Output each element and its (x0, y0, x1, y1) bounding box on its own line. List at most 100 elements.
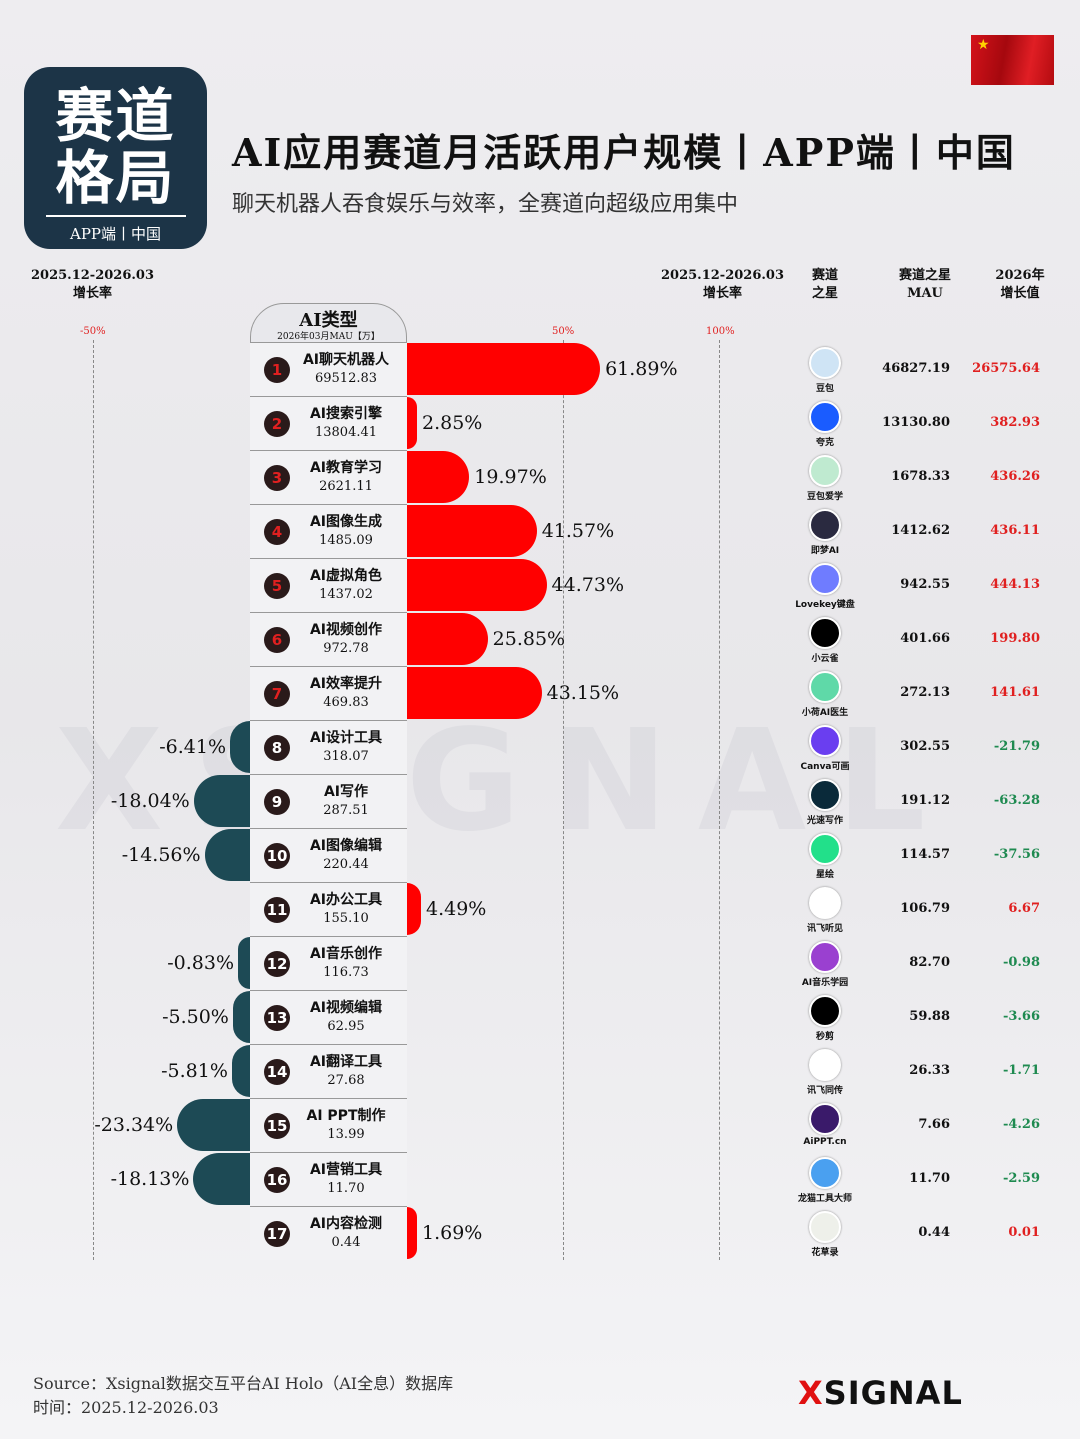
category-row: 4 AI图像生成 1485.09 (250, 504, 407, 558)
growth-bar (407, 883, 421, 935)
category-name: AI PPT制作 (306, 1108, 386, 1124)
star-app: 讯飞同传 (795, 1049, 855, 1096)
growth-value: 444.13 (990, 577, 1040, 592)
growth-value: 141.61 (990, 685, 1040, 700)
app-name: 讯飞听见 (806, 924, 843, 934)
category-name: AI图像编辑 (309, 838, 383, 854)
category-mau: 155.10 (323, 911, 369, 926)
growth-value: 6.67 (1008, 901, 1040, 916)
star-mau: 0.44 (918, 1225, 950, 1240)
app-name: 夸克 (815, 438, 834, 448)
gridline (93, 340, 94, 1260)
app-icon (809, 1103, 841, 1135)
rank-badge: 2 (264, 411, 290, 437)
growth-value: -63.28 (993, 793, 1040, 808)
star-mau: 1678.33 (891, 469, 950, 484)
star-mau: 26.33 (909, 1063, 950, 1078)
growth-bar (231, 1045, 250, 1097)
growth-bar (238, 937, 250, 989)
category-row: 13 AI视频编辑 62.95 (250, 990, 407, 1044)
rank-badge: 11 (264, 897, 290, 923)
growth-label: -18.13% (110, 1168, 190, 1190)
category-mau: 287.51 (323, 803, 369, 818)
source-note: Source：Xsignal数据交互平台AI Holo（AI全息）数据库 时间：… (33, 1372, 453, 1420)
rank-badge: 4 (264, 519, 290, 545)
growth-value: 436.26 (990, 469, 1040, 484)
category-mau: 13.99 (327, 1127, 365, 1142)
tick-label: -50% (80, 326, 106, 337)
star-mau: 59.88 (909, 1009, 950, 1024)
category-name: AI内容检测 (309, 1216, 383, 1232)
growth-value: -2.59 (1002, 1171, 1040, 1186)
xsignal-logo: XSIGNAL (798, 1374, 963, 1412)
growth-value: 436.11 (990, 523, 1040, 538)
star-mau: 106.79 (900, 901, 950, 916)
star-mau: 7.66 (918, 1117, 950, 1132)
category-name: AI音乐创作 (309, 946, 383, 962)
app-name: 小荷AI医生 (801, 708, 849, 718)
category-header: AI类型 (299, 310, 358, 331)
star-app: 夸克 (795, 401, 855, 448)
tick-label: 50% (552, 326, 575, 337)
growth-label: 44.73% (551, 574, 624, 596)
badge-title-1: 赛道 (55, 82, 176, 150)
category-mau: 318.07 (323, 749, 369, 764)
star-app: 讯飞听见 (795, 887, 855, 934)
growth-label: -23.34% (94, 1114, 174, 1136)
growth-label: -5.81% (161, 1060, 228, 1082)
star-app: 龙猫工具大师 (795, 1157, 855, 1204)
app-icon (809, 725, 841, 757)
app-icon (809, 1157, 841, 1189)
category-name: AI办公工具 (309, 892, 383, 908)
growth-bar (407, 343, 601, 395)
source-text: Source：Xsignal数据交互平台AI Holo（AI全息）数据库 (33, 1374, 454, 1393)
app-icon (809, 455, 841, 487)
category-name: AI翻译工具 (309, 1054, 383, 1070)
category-name: AI图像生成 (309, 514, 383, 530)
app-name: 小云雀 (811, 654, 839, 664)
app-name: 豆包爱学 (806, 492, 843, 502)
star-mau: 114.57 (900, 847, 950, 862)
growth-value: 382.93 (990, 415, 1040, 430)
right-growth-header: 2025.12-2026.03 增长率 (661, 268, 784, 301)
category-name: AI写作 (323, 784, 369, 800)
growth-label: -5.50% (162, 1006, 229, 1028)
growth-label: -0.83% (167, 952, 234, 974)
rank-badge: 3 (264, 465, 290, 491)
growth-bar (407, 451, 470, 503)
growth-value: -4.26 (1002, 1117, 1040, 1132)
category-name: AI聊天机器人 (302, 352, 390, 368)
app-icon (809, 347, 841, 379)
star-mau: 191.12 (900, 793, 950, 808)
category-row: 6 AI视频创作 972.78 (250, 612, 407, 666)
growth-bar (193, 775, 250, 827)
growth-label: 1.69% (422, 1222, 483, 1244)
rank-badge: 7 (264, 681, 290, 707)
category-mau: 0.44 (331, 1235, 361, 1250)
growth-bar (407, 505, 537, 557)
category-row: 2 AI搜索引擎 13804.41 (250, 396, 407, 450)
category-row: 14 AI翻译工具 27.68 (250, 1044, 407, 1098)
app-name: Canva可画 (800, 762, 850, 772)
app-icon (809, 671, 841, 703)
growth-label: 19.97% (474, 466, 547, 488)
category-row: 5 AI虚拟角色 1437.02 (250, 558, 407, 612)
growth-label: 41.57% (541, 520, 615, 542)
growth-label: -6.41% (159, 736, 227, 758)
left-growth-header: 2025.12-2026.03 增长率 (31, 268, 154, 301)
growth-label: -18.04% (110, 790, 190, 812)
growth-bar (230, 721, 250, 773)
badge-subtitle: APP端丨中国 (69, 225, 162, 243)
page-subtitle: 聊天机器人吞食娱乐与效率，全赛道向超级应用集中 (232, 192, 739, 217)
category-name: AI虚拟角色 (309, 568, 383, 584)
category-mau: 116.73 (323, 965, 369, 980)
badge-divider (45, 215, 186, 217)
star-mau: 11.70 (909, 1171, 950, 1186)
star-mau: 46827.19 (882, 361, 950, 376)
category-mau: 2621.11 (319, 479, 373, 494)
gridline (563, 340, 564, 1260)
category-mau: 69512.83 (314, 371, 378, 386)
rank-badge: 10 (264, 843, 290, 869)
star-app: Canva可画 (795, 725, 855, 772)
star-header: 赛道 之星 (811, 268, 838, 301)
